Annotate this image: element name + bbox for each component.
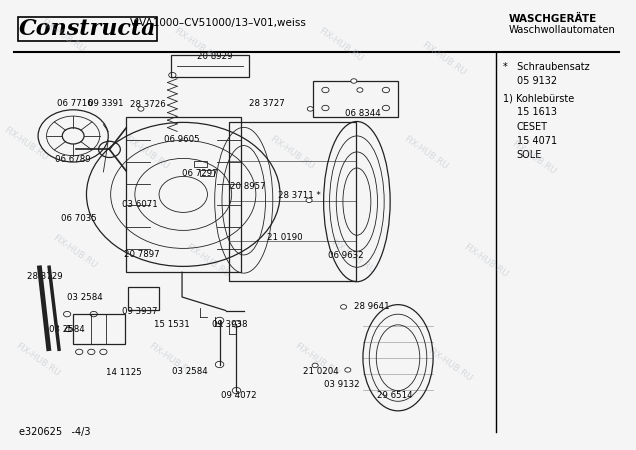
Bar [128, 287, 159, 310]
Text: 06 7035: 06 7035 [61, 214, 97, 223]
Circle shape [216, 317, 224, 324]
Text: WASCHGERÄTE: WASCHGERÄTE [509, 14, 597, 24]
Text: 28 9641: 28 9641 [354, 302, 389, 311]
Circle shape [307, 107, 314, 111]
Circle shape [232, 321, 241, 327]
Text: 1) Kohlebürste: 1) Kohlebürste [503, 94, 574, 104]
Text: 20 8957: 20 8957 [230, 182, 266, 191]
Text: 09 4072: 09 4072 [221, 392, 256, 400]
Text: FIX-HUB.RU: FIX-HUB.RU [317, 27, 364, 63]
Text: 28 3726: 28 3726 [130, 100, 166, 109]
Text: FIX-HUB.RU: FIX-HUB.RU [511, 139, 558, 176]
Text: FIX-HUB.RU: FIX-HUB.RU [420, 40, 467, 77]
Text: 09 3391: 09 3391 [88, 99, 123, 108]
Text: 06 9632: 06 9632 [328, 251, 364, 260]
Text: FIX-HUB.RU: FIX-HUB.RU [172, 27, 219, 63]
Text: FIX-HUB.RU: FIX-HUB.RU [3, 126, 50, 162]
Bar [200, 170, 214, 176]
Circle shape [232, 387, 241, 394]
Text: FIX-HUB.RU: FIX-HUB.RU [184, 243, 231, 279]
Text: 1: 1 [66, 325, 71, 334]
Circle shape [216, 361, 224, 368]
Text: FIX-HUB.RU: FIX-HUB.RU [148, 342, 195, 378]
Circle shape [357, 88, 363, 92]
Text: FIX-HUB.RU: FIX-HUB.RU [51, 234, 98, 270]
Text: 03 6071: 03 6071 [121, 200, 157, 209]
Text: FIX-HUB.RU: FIX-HUB.RU [425, 346, 473, 383]
Text: FIX-HUB.RU: FIX-HUB.RU [329, 238, 377, 275]
Text: Waschwollautomaten: Waschwollautomaten [509, 25, 616, 35]
Text: 03 9132: 03 9132 [324, 380, 359, 389]
Text: 03 2584: 03 2584 [67, 292, 103, 302]
Text: 06 9605: 06 9605 [164, 135, 200, 144]
Text: 15 1613: 15 1613 [516, 107, 556, 117]
Text: 21 0204: 21 0204 [303, 367, 339, 376]
Text: 15 4071: 15 4071 [516, 136, 556, 146]
Circle shape [312, 363, 318, 368]
Text: 20 7897: 20 7897 [124, 250, 160, 259]
Text: 20 8929: 20 8929 [197, 52, 232, 61]
Bar [194, 161, 207, 166]
Bar [73, 314, 125, 344]
Text: 15 1531: 15 1531 [154, 320, 190, 329]
Text: 29 6514: 29 6514 [377, 391, 413, 400]
Circle shape [138, 107, 144, 111]
Text: 06 7716: 06 7716 [57, 99, 93, 108]
Text: 06 8344: 06 8344 [345, 109, 381, 118]
Text: 03 2584: 03 2584 [49, 325, 85, 334]
Text: *   Schraubensatz: * Schraubensatz [503, 62, 590, 72]
Circle shape [306, 198, 312, 202]
Text: 03 2584: 03 2584 [172, 367, 208, 376]
Text: 06 6789: 06 6789 [55, 155, 91, 164]
Text: 28 3729: 28 3729 [27, 272, 63, 281]
Text: 09 3938: 09 3938 [212, 320, 248, 329]
Text: e320625   -4/3: e320625 -4/3 [18, 428, 90, 437]
Circle shape [340, 305, 347, 309]
Text: FIX-HUB.RU: FIX-HUB.RU [462, 243, 509, 279]
Text: Constructa: Constructa [18, 18, 156, 40]
Text: 14 1125: 14 1125 [106, 368, 142, 377]
Circle shape [351, 79, 357, 83]
Text: 05 9132: 05 9132 [516, 76, 556, 86]
Text: 09 3937: 09 3937 [121, 307, 157, 316]
Circle shape [169, 72, 176, 78]
Circle shape [345, 368, 351, 372]
Text: VIVA1000–CV51000/13–V01,weiss: VIVA1000–CV51000/13–V01,weiss [130, 18, 307, 28]
Text: FIX-HUB.RU: FIX-HUB.RU [293, 342, 340, 378]
Text: SOLE: SOLE [516, 150, 542, 160]
Text: 06 7297: 06 7297 [182, 169, 218, 178]
Text: FIX-HUB.RU: FIX-HUB.RU [268, 135, 316, 171]
Text: 28 3727: 28 3727 [249, 99, 284, 108]
Text: 28 3711 *: 28 3711 * [278, 191, 321, 200]
Text: FIX-HUB.RU: FIX-HUB.RU [123, 135, 170, 171]
Text: FIX-HUB.RU: FIX-HUB.RU [401, 135, 449, 171]
Text: 21 0190: 21 0190 [266, 233, 302, 242]
Text: FIX-HUB.RU: FIX-HUB.RU [39, 18, 86, 54]
Text: FIX-HUB.RU: FIX-HUB.RU [15, 342, 62, 378]
Text: CESET: CESET [516, 122, 548, 131]
